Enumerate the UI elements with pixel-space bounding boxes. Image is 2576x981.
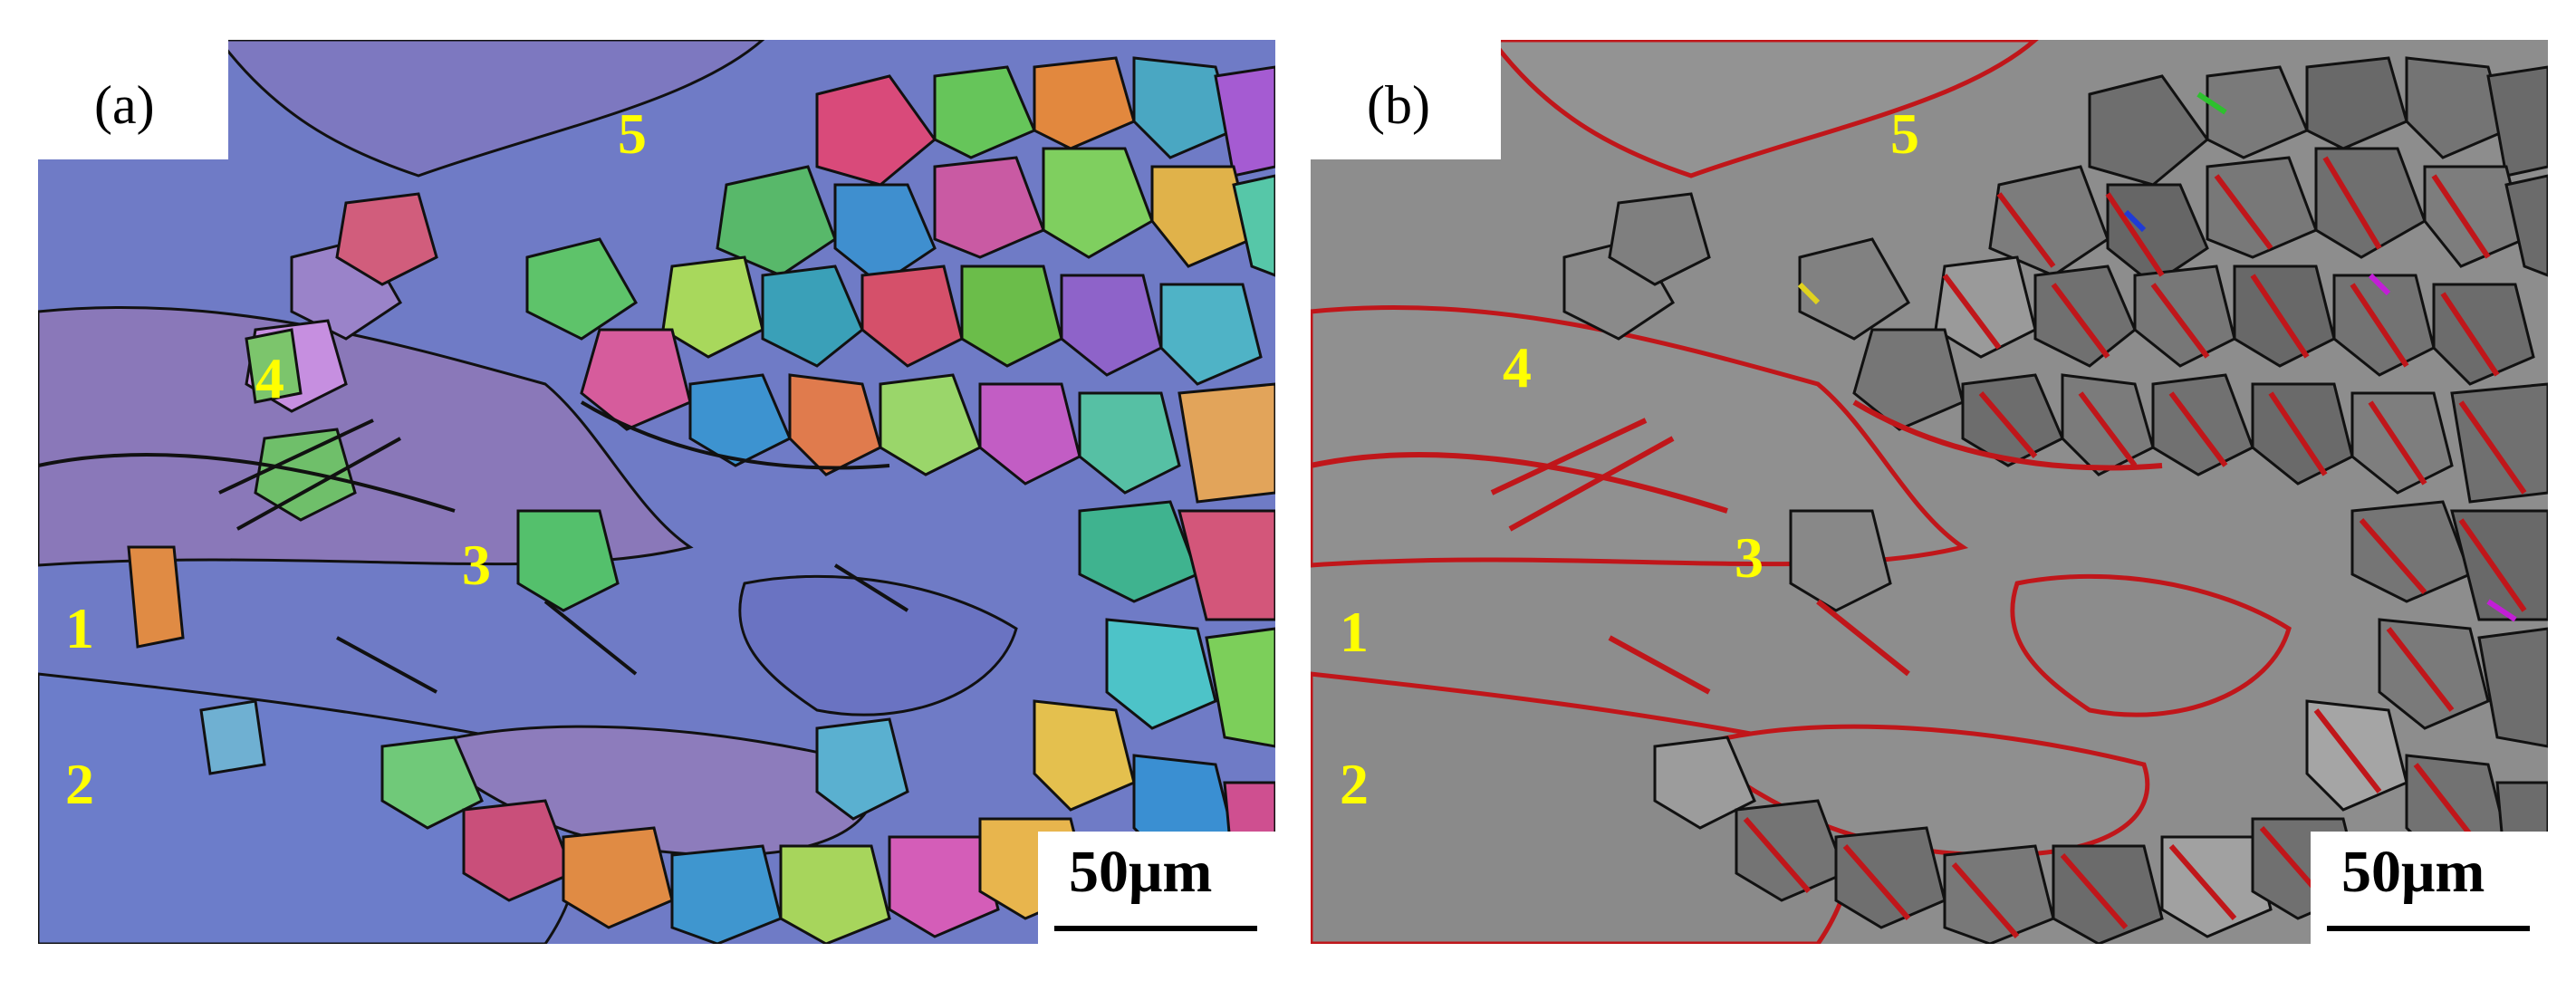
scale-bar-line [2327, 926, 2530, 931]
marker-1: 1 [1340, 600, 1369, 664]
marker-3: 3 [1735, 525, 1764, 590]
boundary-map-panel: (b) 1 2 3 4 5 50μm [1311, 40, 2548, 944]
scale-bar-box: 50μm [1038, 832, 1275, 944]
panel-label: (b) [1367, 75, 1430, 135]
scale-bar-label: 50μm [2341, 839, 2485, 905]
scale-bar-label: 50μm [1069, 839, 1213, 905]
marker-5: 5 [618, 101, 647, 166]
scale-bar-box: 50μm [2311, 832, 2548, 944]
panel-label-box: (b) [1311, 40, 1501, 159]
panel-label-box: (a) [38, 40, 228, 159]
ipf-map-image [38, 40, 1275, 944]
marker-5: 5 [1890, 101, 1919, 166]
marker-2: 2 [65, 752, 94, 816]
marker-4: 4 [255, 346, 284, 410]
marker-3: 3 [462, 533, 491, 597]
marker-2: 2 [1340, 752, 1369, 816]
marker-4: 4 [1503, 335, 1532, 399]
panel-label: (a) [94, 75, 155, 135]
marker-1: 1 [65, 596, 94, 660]
ipf-map-panel: (a) 1 2 3 4 5 50μm [38, 40, 1275, 944]
boundary-map-image [1311, 40, 2548, 944]
scale-bar-line [1054, 926, 1257, 931]
